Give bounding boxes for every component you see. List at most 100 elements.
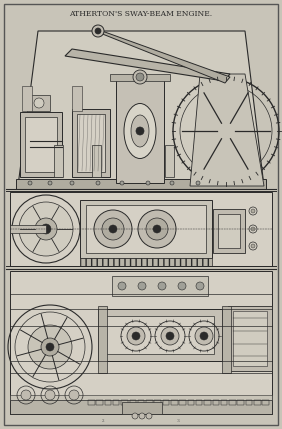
Circle shape	[41, 338, 59, 356]
Bar	[262, 400, 269, 405]
Circle shape	[35, 218, 57, 240]
Bar	[188, 400, 194, 405]
Ellipse shape	[124, 103, 156, 158]
Bar	[171, 400, 177, 405]
Circle shape	[21, 390, 31, 400]
Ellipse shape	[131, 115, 149, 147]
Bar	[221, 400, 227, 405]
Bar	[96, 400, 103, 405]
Circle shape	[196, 181, 200, 185]
Bar	[10, 395, 272, 400]
Bar	[54, 145, 63, 177]
Text: ATHERTON'S SWAY-BEAM ENGINE.: ATHERTON'S SWAY-BEAM ENGINE.	[69, 10, 213, 18]
Bar	[228, 306, 272, 371]
Circle shape	[109, 225, 117, 233]
Bar	[20, 112, 62, 177]
Bar	[204, 400, 211, 405]
Bar	[213, 209, 245, 253]
Circle shape	[217, 122, 235, 140]
Circle shape	[146, 218, 168, 240]
Bar	[116, 78, 164, 183]
Bar	[218, 214, 240, 248]
Bar	[98, 306, 107, 373]
Circle shape	[166, 332, 174, 340]
Bar	[165, 145, 174, 177]
Circle shape	[146, 413, 152, 419]
Circle shape	[195, 327, 213, 345]
Bar	[246, 400, 252, 405]
Polygon shape	[190, 74, 264, 186]
Bar	[98, 309, 222, 361]
Circle shape	[200, 332, 208, 340]
Bar	[112, 276, 208, 296]
Circle shape	[41, 224, 51, 234]
Bar	[88, 400, 94, 405]
Polygon shape	[95, 31, 230, 83]
Circle shape	[45, 390, 55, 400]
Circle shape	[138, 282, 146, 290]
Circle shape	[196, 282, 204, 290]
Circle shape	[46, 343, 54, 351]
Polygon shape	[110, 74, 170, 81]
Bar	[155, 400, 161, 405]
Circle shape	[96, 181, 100, 185]
Polygon shape	[18, 31, 264, 186]
Circle shape	[19, 202, 73, 256]
Bar	[233, 311, 267, 366]
Bar	[92, 145, 101, 177]
Circle shape	[132, 332, 140, 340]
Circle shape	[34, 98, 44, 108]
Bar	[22, 86, 32, 111]
Circle shape	[133, 70, 147, 84]
Bar	[179, 400, 186, 405]
Bar	[163, 400, 169, 405]
Circle shape	[221, 126, 231, 136]
Bar	[80, 200, 212, 258]
Bar	[10, 225, 46, 233]
Bar	[25, 117, 57, 172]
Circle shape	[132, 413, 138, 419]
Circle shape	[94, 210, 132, 248]
Bar	[77, 114, 105, 172]
Circle shape	[178, 282, 186, 290]
Circle shape	[139, 413, 145, 419]
Bar	[10, 192, 272, 266]
Circle shape	[69, 390, 79, 400]
Bar	[72, 109, 110, 177]
Circle shape	[158, 282, 166, 290]
Bar	[86, 205, 206, 253]
Bar	[121, 400, 128, 405]
Bar	[80, 258, 212, 266]
Circle shape	[127, 327, 145, 345]
Circle shape	[102, 218, 124, 240]
Bar	[105, 400, 111, 405]
Circle shape	[28, 181, 32, 185]
Circle shape	[146, 181, 150, 185]
Bar	[129, 400, 136, 405]
Bar	[222, 306, 231, 373]
Circle shape	[118, 282, 126, 290]
Bar	[138, 400, 144, 405]
Bar	[10, 400, 272, 414]
Circle shape	[28, 325, 72, 369]
Circle shape	[120, 181, 124, 185]
Bar	[72, 86, 82, 111]
Bar	[229, 400, 235, 405]
Circle shape	[251, 209, 255, 213]
Text: 2                                                          3: 2 3	[102, 419, 180, 423]
Bar	[122, 402, 162, 414]
Circle shape	[48, 181, 52, 185]
Circle shape	[136, 127, 144, 135]
Bar	[196, 400, 202, 405]
Circle shape	[15, 312, 85, 382]
Circle shape	[92, 25, 104, 37]
Circle shape	[161, 327, 179, 345]
Bar	[254, 400, 261, 405]
Bar	[16, 179, 266, 189]
Bar	[237, 400, 244, 405]
Bar	[106, 316, 214, 354]
Circle shape	[170, 181, 174, 185]
Circle shape	[138, 210, 176, 248]
Circle shape	[251, 244, 255, 248]
Polygon shape	[65, 49, 230, 81]
